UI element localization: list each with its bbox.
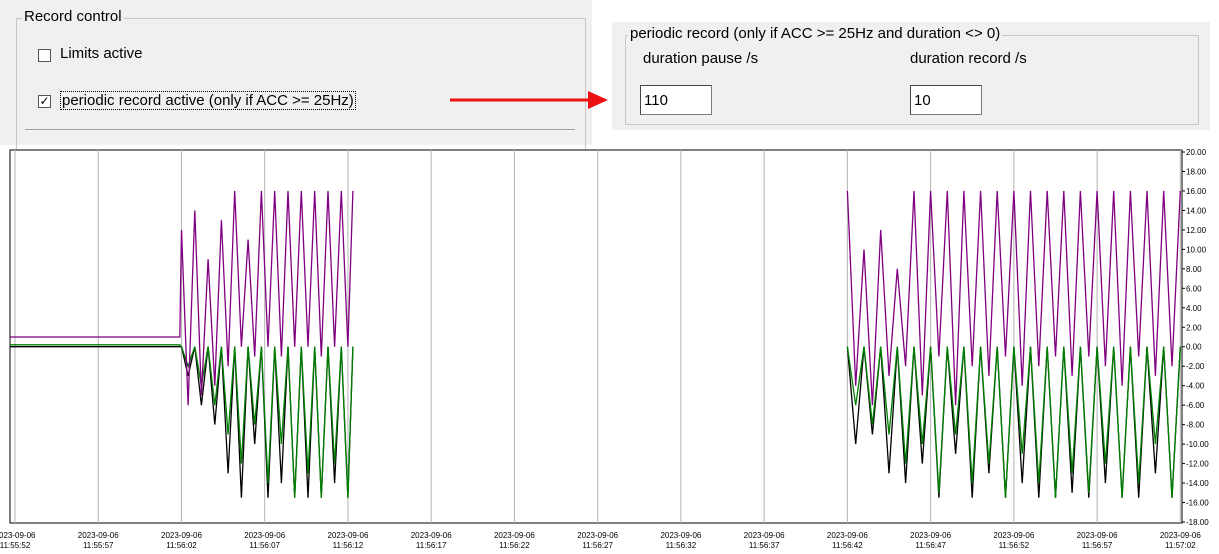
y-tick-label: -8.00: [1186, 421, 1205, 430]
x-tick-time: 11:55:57: [83, 541, 114, 550]
record-control-panel: Record control Limits active ✓ periodic …: [0, 0, 592, 159]
series-line: [10, 190, 1181, 406]
x-tick-date: 2023-09-06: [993, 531, 1034, 540]
x-tick-time: 11:56:22: [499, 541, 530, 550]
field-label: duration pause /s: [643, 50, 759, 67]
field-label: duration record /s: [910, 50, 1027, 67]
series-line: [10, 344, 1181, 498]
y-tick-label: 10.00: [1186, 245, 1207, 254]
x-tick-date: 2023-09-06: [0, 531, 36, 540]
x-tick-time: 11:56:52: [999, 541, 1030, 550]
y-tick-label: -18.00: [1186, 518, 1209, 527]
y-tick-label: 20.00: [1186, 148, 1207, 157]
x-tick-date: 2023-09-06: [494, 531, 535, 540]
separator: [25, 129, 575, 130]
x-tick-time: 11:56:42: [832, 541, 863, 550]
x-tick-date: 2023-09-06: [744, 531, 785, 540]
x-tick-time: 11:57:02: [1165, 541, 1196, 550]
x-tick-time: 11:56:37: [749, 541, 780, 550]
x-tick-date: 2023-09-06: [78, 531, 119, 540]
y-tick-label: -16.00: [1186, 499, 1209, 508]
x-tick-date: 2023-09-06: [327, 531, 368, 540]
x-tick-date: 2023-09-06: [910, 531, 951, 540]
y-tick-label: -4.00: [1186, 382, 1205, 391]
y-tick-label: 2.00: [1186, 323, 1202, 332]
y-tick-label: 0.00: [1186, 343, 1202, 352]
arrow: [450, 91, 608, 109]
y-tick-label: -2.00: [1186, 362, 1205, 371]
y-tick-label: -10.00: [1186, 440, 1209, 449]
checkbox-label[interactable]: periodic record active (only if ACC >= 2…: [60, 91, 356, 110]
x-tick-time: 11:56:27: [582, 541, 613, 550]
y-tick-label: -12.00: [1186, 460, 1209, 469]
group-title: periodic record (only if ACC >= 25Hz and…: [628, 25, 1003, 42]
y-tick-label: 12.00: [1186, 226, 1207, 235]
group-title: Record control: [22, 8, 124, 25]
record-control-box: [16, 18, 586, 159]
x-tick-date: 2023-09-06: [660, 531, 701, 540]
x-tick-date: 2023-09-06: [827, 531, 868, 540]
x-tick-time: 11:56:57: [1082, 541, 1113, 550]
x-tick-date: 2023-09-06: [244, 531, 285, 540]
x-tick-date: 2023-09-06: [161, 531, 202, 540]
x-tick-date: 2023-09-06: [1160, 531, 1201, 540]
x-tick-time: 11:56:07: [249, 541, 280, 550]
pause-input[interactable]: 110: [640, 85, 712, 115]
arrow-head: [588, 91, 608, 109]
y-tick-label: 8.00: [1186, 265, 1202, 274]
y-tick-label: 16.00: [1186, 187, 1207, 196]
x-tick-time: 11:56:02: [166, 541, 197, 550]
y-tick-label: 6.00: [1186, 284, 1202, 293]
x-tick-time: 11:56:12: [333, 541, 364, 550]
periodic-record-panel: periodic record (only if ACC >= 25Hz and…: [612, 22, 1210, 130]
checkbox[interactable]: ✓: [38, 94, 51, 108]
x-tick-date: 2023-09-06: [1077, 531, 1118, 540]
x-tick-time: 11:55:52: [0, 541, 31, 550]
x-tick-date: 2023-09-06: [411, 531, 452, 540]
checkbox[interactable]: [38, 49, 51, 62]
record-input[interactable]: 10: [910, 85, 982, 115]
checkbox-label[interactable]: Limits active: [60, 45, 143, 62]
y-tick-label: -14.00: [1186, 479, 1209, 488]
x-tick-date: 2023-09-06: [577, 531, 618, 540]
x-tick-time: 11:56:47: [915, 541, 946, 550]
x-tick-time: 11:56:32: [666, 541, 697, 550]
y-tick-label: -6.00: [1186, 401, 1205, 410]
y-tick-label: 4.00: [1186, 304, 1202, 313]
x-tick-time: 11:56:17: [416, 541, 447, 550]
y-tick-label: 18.00: [1186, 167, 1207, 176]
y-tick-label: 14.00: [1186, 206, 1207, 215]
